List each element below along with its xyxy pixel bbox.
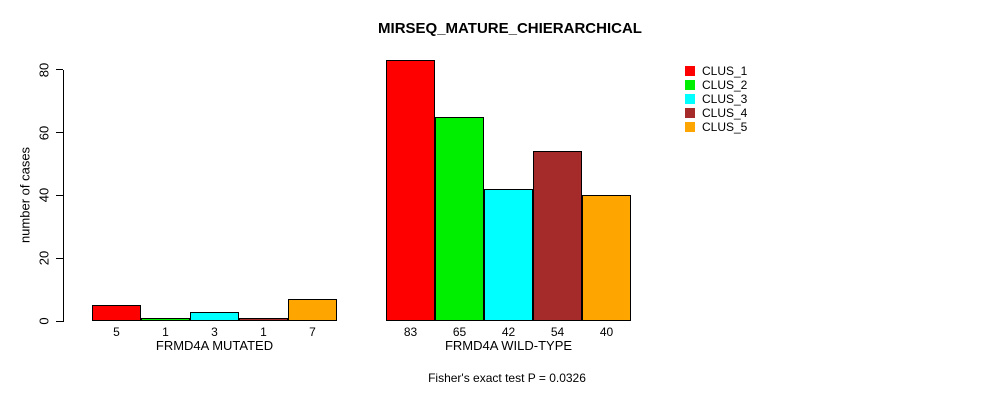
- bar-value-label: 65: [452, 325, 467, 339]
- bar-clus_5-group2: [582, 195, 631, 321]
- bar-clus_4-group2: [533, 151, 582, 321]
- bar-clus_3-group2: [484, 189, 533, 321]
- bar-clus_2-group1: [141, 318, 190, 321]
- bar-value-label: 40: [599, 325, 614, 339]
- bar-clus_4-group1: [239, 318, 288, 321]
- legend-item: CLUS_3: [685, 92, 747, 106]
- y-axis-tick: [56, 194, 63, 196]
- y-axis-tick: [56, 257, 63, 259]
- y-axis-tick: [56, 69, 63, 71]
- bar-value-label: 1: [162, 325, 169, 339]
- y-axis-tick-label: 60: [36, 125, 52, 140]
- bar-value-label: 3: [211, 325, 218, 339]
- bar-value-label: 83: [403, 325, 418, 339]
- bar-clus_1-group1: [92, 305, 141, 321]
- bar-value-label: 1: [260, 325, 267, 339]
- legend-item: CLUS_4: [685, 106, 747, 120]
- y-axis-tick: [56, 132, 63, 134]
- bar-clus_5-group1: [288, 299, 337, 321]
- y-axis-tick-label: 0: [36, 317, 52, 325]
- legend-swatch: [685, 66, 695, 76]
- legend-swatch: [685, 108, 695, 118]
- y-axis-tick-label: 40: [36, 188, 52, 203]
- bar-value-label: 42: [501, 325, 516, 339]
- bar-clus_2-group2: [435, 117, 484, 321]
- bar-value-label: 7: [309, 325, 316, 339]
- y-axis-line: [63, 70, 64, 322]
- y-axis-tick: [56, 320, 63, 322]
- annotation-pvalue: Fisher's exact test P = 0.0326: [428, 371, 586, 385]
- legend-swatch: [685, 80, 695, 90]
- group-axis-label: FRMD4A WILD-TYPE: [444, 338, 573, 353]
- legend: CLUS_1 CLUS_2 CLUS_3 CLUS_4 CLUS_5: [685, 64, 747, 134]
- legend-swatch: [685, 94, 695, 104]
- legend-label: CLUS_5: [702, 120, 748, 134]
- legend-label: CLUS_1: [702, 64, 748, 78]
- legend-label: CLUS_2: [702, 78, 748, 92]
- bar-clus_1-group2: [386, 60, 435, 321]
- group-axis-label: FRMD4A MUTATED: [155, 338, 274, 353]
- bar-value-label: 54: [550, 325, 565, 339]
- legend-item: CLUS_5: [685, 120, 747, 134]
- bar-value-label: 5: [113, 325, 120, 339]
- y-axis-tick-label: 20: [36, 250, 52, 266]
- y-axis-tick-label: 80: [36, 62, 52, 78]
- legend-label: CLUS_4: [702, 106, 748, 120]
- chart-title: MIRSEQ_MATURE_CHIERARCHICAL: [378, 20, 642, 37]
- legend-item: CLUS_1: [685, 64, 747, 78]
- bar-clus_3-group1: [190, 312, 239, 321]
- legend-label: CLUS_3: [702, 92, 748, 106]
- legend-swatch: [685, 122, 695, 132]
- y-axis-title: number of cases: [17, 146, 33, 244]
- legend-item: CLUS_2: [685, 78, 747, 92]
